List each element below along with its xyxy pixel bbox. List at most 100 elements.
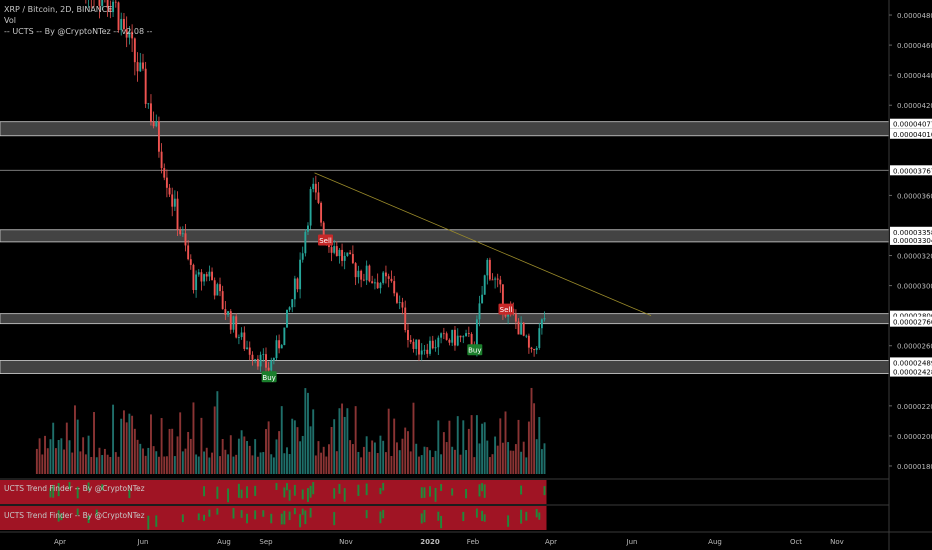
price-label-box [890, 165, 932, 176]
candle-body [296, 278, 299, 290]
trend-finder-green-mark [525, 511, 528, 521]
candle-body [525, 335, 528, 337]
volume-bar [407, 431, 409, 474]
candle-body [254, 358, 257, 360]
trend-finder-green-mark [301, 489, 304, 500]
volume-bar [415, 443, 418, 474]
trend-finder-green-mark [465, 488, 468, 499]
volume-bar [543, 443, 546, 474]
trend-finder-green-mark [288, 489, 291, 501]
signal-box [318, 234, 334, 246]
candle-body [365, 265, 368, 281]
trend-finder-green-mark [181, 514, 184, 523]
volume-bar [142, 448, 144, 474]
candle-body [189, 259, 192, 265]
candles-layer [85, 0, 546, 376]
candle-body [437, 337, 440, 348]
candle-body [496, 278, 499, 280]
price-tick-label: 0.00003600 [897, 192, 932, 200]
candle-body [312, 183, 315, 190]
price-label-box [890, 310, 932, 321]
volume-bar [173, 456, 176, 474]
volume-bar [456, 416, 459, 474]
trend-finder-green-mark [507, 515, 510, 527]
candle-body [229, 311, 232, 330]
volume-bar [46, 448, 49, 474]
signal-text: Buy [262, 374, 275, 382]
trend-finder-green-mark [309, 508, 312, 518]
volume-bar [63, 449, 66, 474]
candle-body [456, 335, 459, 346]
volume-bar [475, 415, 478, 474]
trend-finder-green-mark [440, 484, 443, 491]
candle-body [522, 322, 525, 336]
trend-finder-green-mark [299, 514, 302, 528]
volume-bar [504, 411, 507, 474]
candle-body [216, 284, 219, 296]
price-label: 0.00004077 [893, 121, 932, 129]
candle-body [171, 194, 174, 207]
trend-finder-green-mark [333, 512, 336, 526]
volume-bar [203, 451, 206, 474]
trend-finder-green-mark [434, 487, 437, 502]
candle-body [346, 252, 349, 256]
volume-bar [304, 388, 307, 474]
volume-bar [322, 446, 325, 474]
volume-bar [442, 432, 445, 474]
candle-body [409, 340, 412, 342]
trend-finder-green-mark [87, 515, 90, 524]
volume-bar [467, 428, 470, 474]
price-label: 0.00003767 [893, 167, 932, 175]
volume-bar [376, 453, 379, 474]
candle-body [478, 303, 481, 320]
volume-bar [288, 454, 291, 474]
candle-body [440, 333, 443, 338]
candle-body [275, 340, 278, 359]
volume-bar [131, 415, 134, 474]
trend-finder-panel-1-title[interactable]: UCTS Trend Finder -- By @CryptoNTez [4, 484, 145, 493]
volume-bar [272, 457, 275, 474]
volume-bar [527, 421, 530, 474]
trend-finder-green-mark [365, 483, 368, 496]
volume-bar [317, 441, 320, 474]
candle-body [128, 31, 131, 38]
trend-finder-green-mark [95, 509, 98, 516]
trend-finder-green-mark [49, 488, 52, 498]
volume-bar [445, 442, 448, 474]
candle-body [262, 354, 265, 355]
volume-bar [189, 438, 192, 474]
candle-body [459, 335, 462, 338]
candle-body [213, 280, 216, 296]
volume-bar [187, 431, 190, 474]
candle-body [219, 284, 221, 292]
candle-body [401, 302, 404, 308]
candle-body [265, 354, 267, 368]
volume-bar [262, 452, 265, 474]
symbol-title[interactable]: XRP / Bitcoin, 2D, BINANCE [4, 5, 113, 14]
time-tick-label: Jun [137, 538, 149, 546]
candle-body [494, 278, 497, 280]
trend-finder-green-mark [343, 488, 346, 502]
candle-body [445, 333, 448, 340]
volume-bar [486, 440, 489, 474]
volume-bar [246, 441, 248, 474]
volume-bar [163, 456, 166, 474]
volume-bar [491, 454, 494, 474]
ucts-indicator-label[interactable]: -- UCTS -- By @CryptoNTez -- v2.08 -- [4, 27, 153, 36]
candle-body [470, 333, 473, 348]
trend-finder-green-mark [216, 486, 219, 499]
trend-finder-green-mark [216, 508, 219, 515]
trend-finder-green-mark [382, 482, 385, 491]
trend-finder-green-mark [237, 483, 240, 498]
volume-bar [327, 444, 330, 474]
candle-body [499, 279, 502, 285]
sr-zone [0, 313, 890, 325]
volume-bar [418, 456, 420, 474]
volume-bar [49, 439, 52, 474]
volume-bar [98, 447, 101, 474]
trend-finder-panel-2-title[interactable]: UCTS Trend Finder -- By @CryptoNTez [4, 511, 145, 520]
volume-indicator-label[interactable]: Vol [4, 16, 16, 25]
candle-body [423, 349, 426, 351]
